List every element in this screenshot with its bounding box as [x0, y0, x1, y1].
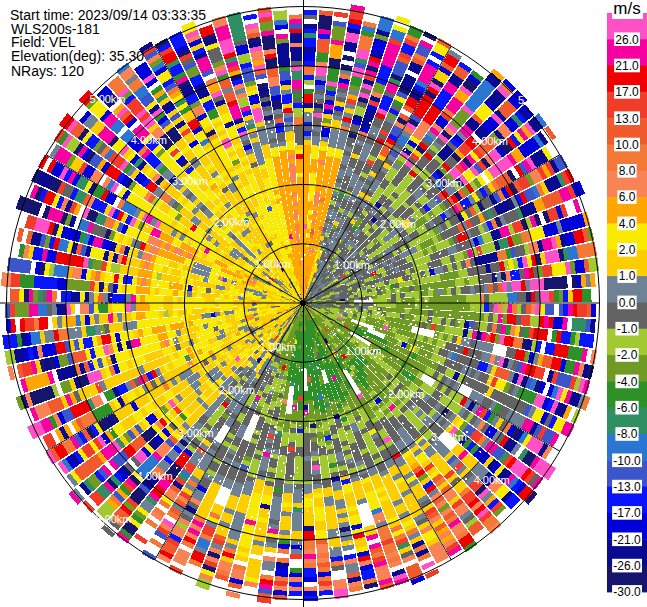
- svg-text:26.0: 26.0: [615, 33, 639, 47]
- svg-text:0.0: 0.0: [619, 296, 636, 310]
- svg-text:4.00km: 4.00km: [137, 470, 173, 482]
- svg-text:NRays: 120: NRays: 120: [11, 63, 84, 79]
- svg-text:2.00km: 2.00km: [219, 384, 255, 396]
- svg-text:1.00km: 1.00km: [255, 258, 291, 270]
- svg-text:5.00km: 5.00km: [518, 94, 554, 106]
- svg-text:1.0: 1.0: [619, 269, 636, 283]
- svg-text:21.0: 21.0: [615, 59, 639, 73]
- svg-text:-17.0: -17.0: [613, 506, 641, 520]
- svg-text:2.0: 2.0: [619, 243, 636, 257]
- svg-text:-10.0: -10.0: [613, 454, 641, 468]
- svg-text:-1.0: -1.0: [617, 322, 638, 336]
- svg-text:6.0: 6.0: [619, 190, 636, 204]
- svg-text:3.00km: 3.00km: [426, 177, 462, 189]
- svg-text:3.00km: 3.00km: [172, 175, 208, 187]
- svg-text:2.00km: 2.00km: [213, 216, 249, 228]
- svg-text:13.0: 13.0: [615, 112, 639, 126]
- svg-text:4.0: 4.0: [619, 217, 636, 231]
- svg-text:1.00km: 1.00km: [260, 341, 296, 353]
- svg-text:4.00km: 4.00km: [131, 134, 167, 146]
- svg-text:-26.0: -26.0: [613, 559, 641, 573]
- svg-text:17.0: 17.0: [615, 85, 639, 99]
- svg-text:m/s: m/s: [613, 0, 640, 18]
- svg-text:4.00km: 4.00km: [474, 474, 510, 486]
- svg-text:2.00km: 2.00km: [388, 388, 424, 400]
- svg-text:3.00km: 3.00km: [178, 427, 214, 439]
- svg-text:-6.0: -6.0: [617, 401, 638, 415]
- svg-text:1.00km: 1.00km: [345, 345, 381, 357]
- svg-text:1.00km: 1.00km: [334, 259, 370, 271]
- svg-text:5.00km: 5.00km: [95, 513, 131, 525]
- svg-text:-21.0: -21.0: [613, 533, 641, 547]
- svg-text:Elevation(deg): 35.30: Elevation(deg): 35.30: [11, 48, 144, 64]
- svg-text:-4.0: -4.0: [617, 375, 638, 389]
- svg-text:10.0: 10.0: [615, 138, 639, 152]
- svg-text:-13.0: -13.0: [613, 480, 641, 494]
- svg-text:-30.0: -30.0: [613, 585, 641, 599]
- svg-text:-8.0: -8.0: [617, 427, 638, 441]
- svg-text:3.00km: 3.00km: [431, 431, 467, 443]
- svg-text:-2.0: -2.0: [617, 348, 638, 362]
- svg-text:5.00km: 5.00km: [89, 93, 125, 105]
- svg-text:4.00km: 4.00km: [472, 135, 508, 147]
- svg-text:5.00km: 5.00km: [516, 517, 552, 529]
- svg-text:2.00km: 2.00km: [380, 218, 416, 230]
- svg-text:8.0: 8.0: [619, 164, 636, 178]
